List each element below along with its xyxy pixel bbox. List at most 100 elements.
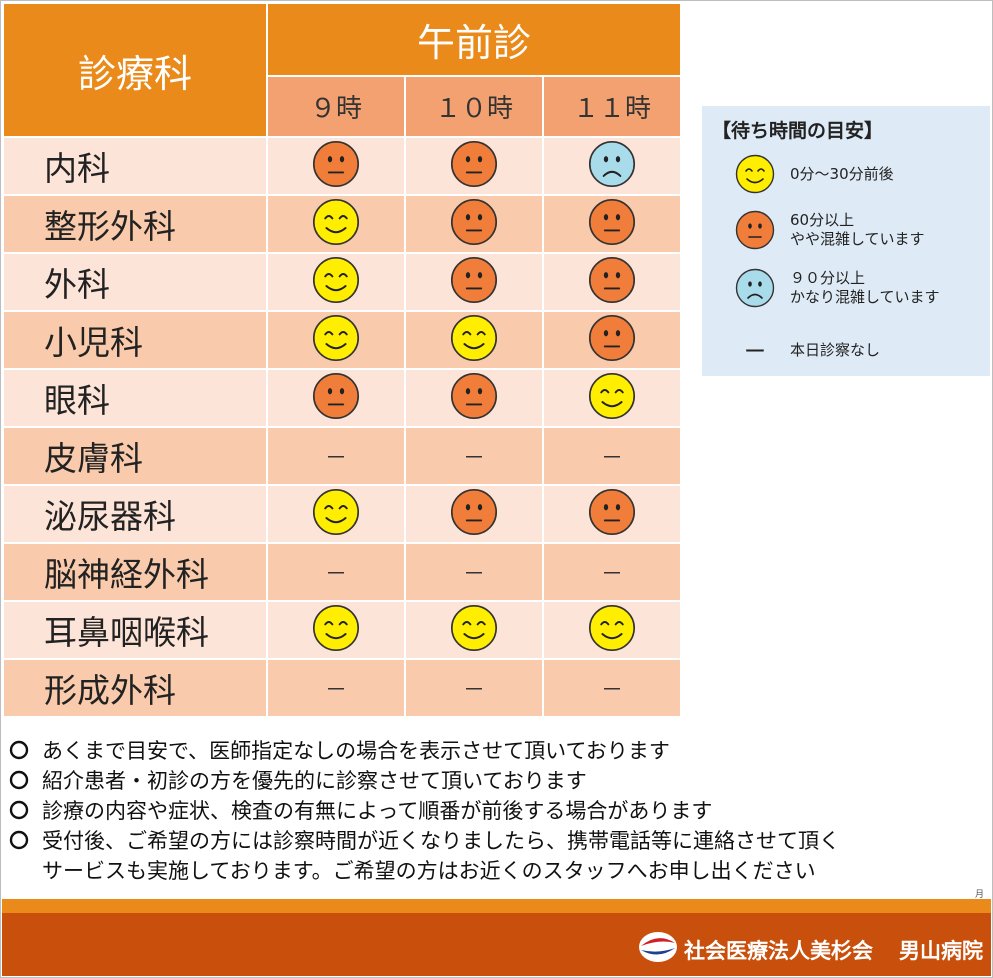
note-item: あくまで目安で、医師指定なしの場合を表示させて頂いております: [8, 736, 983, 766]
status-cell: [404, 194, 544, 254]
footer-stripe: [2, 899, 991, 913]
neutral-face-icon: [312, 140, 360, 192]
department-name: 耳鼻咽喉科: [2, 600, 268, 660]
circle-bullet-icon: [8, 769, 30, 791]
note-text: 受付後、ご希望の方には診察時間が近くなりましたら、携帯電話等に連絡させて頂く: [42, 829, 840, 853]
status-cell: [266, 252, 406, 312]
time-header-9: ９時: [266, 75, 406, 138]
status-cell: [266, 368, 406, 428]
notes-list: あくまで目安で、医師指定なしの場合を表示させて頂いております 紹介患者・初診の方…: [8, 736, 983, 886]
table-row: 眼科: [2, 368, 682, 428]
session-header: 午前診: [266, 1, 682, 78]
no-service-mark: －: [324, 562, 347, 587]
status-cell: [542, 368, 682, 428]
neutral-face-icon: [588, 198, 636, 250]
circle-bullet-icon: [8, 799, 30, 821]
sad-face-icon: [732, 268, 778, 308]
status-cell: [542, 484, 682, 544]
note-item: 診療の内容や症状、検査の有無によって順番が前後する場合があります: [8, 796, 983, 826]
status-cell: [404, 252, 544, 312]
legend-item-crowded: 60分以上 やや混雑しています: [732, 210, 925, 250]
neutral-face-icon: [450, 372, 498, 424]
legend-crowded-line2: やや混雑しています: [790, 230, 925, 248]
no-service-cell: －: [542, 426, 682, 486]
footer-bar: 社会医療法人美杉会 男山病院: [2, 913, 991, 976]
status-cell: [266, 136, 406, 196]
no-service-mark: －: [324, 678, 347, 703]
legend-crowded-line1: 60分以上: [790, 211, 855, 229]
table-row: 整形外科: [2, 194, 682, 254]
status-cell: [542, 194, 682, 254]
status-cell: [266, 484, 406, 544]
note-text: あくまで目安で、医師指定なしの場合を表示させて頂いております: [42, 739, 670, 763]
status-cell: [404, 484, 544, 544]
legend-item-none: ー 本日診察なし: [732, 334, 880, 366]
table-body: 内科 整形外科 外科 小児科 眼科 皮膚科 － － － 泌尿器科 脳神経外科 － － － 耳鼻咽喉科 形成外科…: [2, 136, 682, 718]
hospital-logo-icon: [638, 930, 678, 969]
neutral-face-icon: [450, 140, 498, 192]
status-cell: [542, 136, 682, 196]
no-service-mark: ー: [743, 340, 766, 365]
neutral-face-icon: [588, 314, 636, 366]
circle-bullet-icon: [8, 829, 30, 851]
no-service-cell: －: [266, 658, 406, 718]
no-service-mark: －: [600, 562, 623, 587]
table-row: 外科: [2, 252, 682, 312]
department-name: 眼科: [2, 368, 268, 428]
neutral-face-icon: [450, 488, 498, 540]
smiling-face-icon: [588, 372, 636, 424]
status-cell: [542, 600, 682, 660]
status-cell: [404, 368, 544, 428]
neutral-face-icon: [732, 210, 778, 250]
table-row: 形成外科 － － －: [2, 658, 682, 718]
table-row: 内科: [2, 136, 682, 196]
no-service-mark: －: [324, 446, 347, 471]
department-name: 整形外科: [2, 194, 268, 254]
department-name: 形成外科: [2, 658, 268, 718]
table-row: 皮膚科 － － －: [2, 426, 682, 486]
table-row: 耳鼻咽喉科: [2, 600, 682, 660]
note-text: 診療の内容や症状、検査の有無によって順番が前後する場合があります: [42, 799, 713, 823]
status-cell: [266, 310, 406, 370]
legend-title: 【待ち時間の目安】: [712, 120, 884, 142]
smiling-face-icon: [312, 256, 360, 308]
table-row: 泌尿器科: [2, 484, 682, 544]
neutral-face-icon: [588, 256, 636, 308]
note-item: 受付後、ご希望の方には診察時間が近くなりましたら、携帯電話等に連絡させて頂く: [8, 826, 983, 856]
organization-credit: 社会医療法人美杉会 男山病院: [638, 930, 983, 969]
legend-panel: 【待ち時間の目安】 0分～30分前後 60分以上 やや混雑しています ９０分以上…: [702, 106, 990, 376]
status-cell: [404, 310, 544, 370]
status-cell: [266, 194, 406, 254]
month-mark: 月: [975, 890, 985, 900]
smiling-face-icon: [732, 154, 778, 194]
legend-item-short: 0分～30分前後: [732, 154, 894, 194]
no-service-cell: －: [404, 426, 544, 486]
department-name: 外科: [2, 252, 268, 312]
status-cell: [404, 136, 544, 196]
sad-face-icon: [588, 140, 636, 192]
smiling-face-icon: [588, 604, 636, 656]
dept-column-header: 診療科: [2, 2, 268, 138]
neutral-face-icon: [588, 488, 636, 540]
smiling-face-icon: [312, 488, 360, 540]
status-cell: [266, 600, 406, 660]
neutral-face-icon: [450, 198, 498, 250]
neutral-face-icon: [312, 372, 360, 424]
note-text: サービスも実施しております。ご希望の方はお近くのスタッフへお申し出ください: [42, 859, 816, 883]
no-service-mark: －: [462, 678, 485, 703]
note-item: 紹介患者・初診の方を優先的に診察させて頂いております: [8, 766, 983, 796]
no-service-mark: －: [600, 678, 623, 703]
no-service-cell: －: [542, 658, 682, 718]
hospital-name: 男山病院: [899, 938, 983, 963]
time-header-11: １１時: [542, 75, 682, 138]
note-continuation: サービスも実施しております。ご希望の方はお近くのスタッフへお申し出ください: [8, 856, 983, 886]
no-service-cell: －: [266, 426, 406, 486]
no-service-cell: －: [542, 542, 682, 602]
legend-item-very-crowded: ９０分以上 かなり混雑しています: [732, 268, 940, 308]
note-text: 紹介患者・初診の方を優先的に診察させて頂いております: [42, 769, 587, 793]
smiling-face-icon: [312, 604, 360, 656]
table-row: 小児科: [2, 310, 682, 370]
no-service-cell: －: [404, 658, 544, 718]
no-service-cell: －: [266, 542, 406, 602]
smiling-face-icon: [450, 604, 498, 656]
